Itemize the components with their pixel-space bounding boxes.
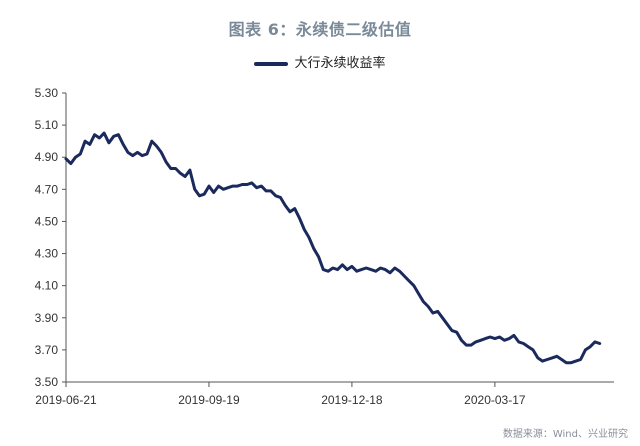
y-tick-label: 3.90: [35, 311, 59, 325]
y-tick-label: 4.50: [35, 214, 59, 228]
y-tick-label: 4.70: [35, 182, 59, 196]
y-tick-label: 4.10: [35, 279, 59, 293]
y-tick-label: 5.10: [35, 118, 59, 132]
x-tick-label: 2019-06-21: [35, 393, 97, 407]
y-tick-label: 4.30: [35, 247, 59, 261]
legend-label: 大行永续收益率: [294, 56, 386, 71]
x-tick-label: 2020-03-17: [464, 393, 526, 407]
y-tick-label: 3.70: [35, 343, 59, 357]
y-tick-label: 3.50: [35, 375, 59, 389]
x-tick-label: 2019-09-19: [178, 393, 240, 407]
x-tick-label: 2019-12-18: [321, 393, 383, 407]
legend-swatch: [254, 61, 289, 66]
series-line: [64, 131, 602, 365]
y-tick-label: 4.90: [35, 150, 59, 164]
legend: 大行永续收益率: [0, 52, 640, 71]
chart-title: 图表 6：永续债二级估值: [228, 20, 412, 39]
y-tick-label: 5.30: [35, 86, 59, 100]
source-note: 数据来源：Wind、兴业研究: [502, 429, 628, 440]
